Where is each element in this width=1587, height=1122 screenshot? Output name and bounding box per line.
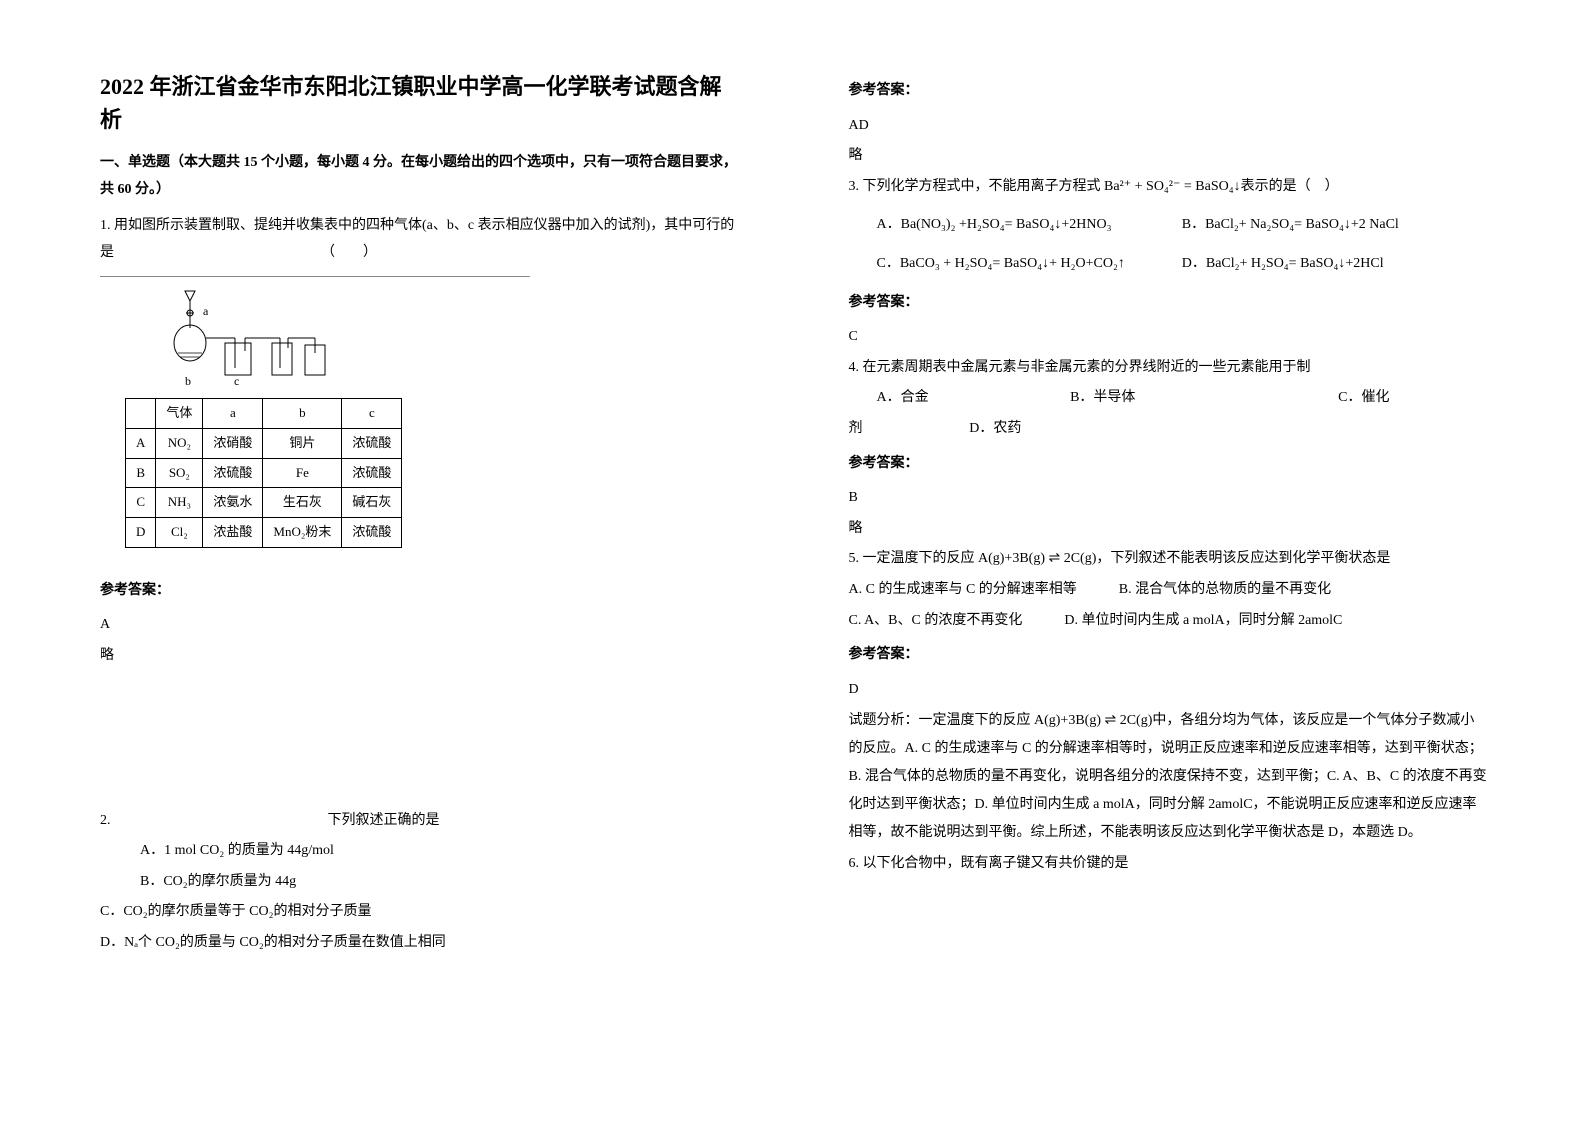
q5-lineAB: A. C 的生成速率与 C 的分解速率相等 B. 混合气体的总物质的量不再变化 bbox=[849, 577, 1488, 604]
q4-optB: B．半导体 bbox=[1070, 385, 1338, 412]
q4-optC: C．催化 bbox=[1338, 385, 1487, 412]
q1-apparatus-diagram: a b c bbox=[100, 276, 530, 547]
svg-text:a: a bbox=[203, 304, 209, 318]
q4-row2: 剂 D．农药 bbox=[849, 416, 1488, 443]
q2-optD: D．Nₐ个 CO₂的质量与 CO₂的相对分子质量在数值上相同 bbox=[100, 930, 739, 957]
r2c3: 生石灰 bbox=[263, 488, 342, 518]
left-column: 2022 年浙江省金华市东阳北江镇职业中学高一化学联考试题含解析 一、单选题（本… bbox=[0, 0, 794, 1122]
q2-num: 2. bbox=[100, 813, 111, 828]
q5-lineCD: C. A、B、C 的浓度不再变化 D. 单位时间内生成 a molA，同时分解 … bbox=[849, 608, 1488, 635]
q3-stem: 3. 下列化学方程式中，不能用离子方程式 Ba²⁺ + SO₄²⁻ = BaSO… bbox=[849, 174, 1488, 201]
r1c3: Fe bbox=[263, 458, 342, 488]
a2-extra: 略 bbox=[849, 143, 1488, 170]
a5-label: 参考答案： bbox=[849, 642, 1488, 669]
a4-extra: 略 bbox=[849, 516, 1488, 543]
a1-extra: 略 bbox=[100, 643, 739, 670]
a1-label: 参考答案： bbox=[100, 578, 739, 605]
q2-optB: B．CO₂的摩尔质量为 44g bbox=[100, 869, 739, 896]
a4-label: 参考答案： bbox=[849, 451, 1488, 478]
a3-label: 参考答案： bbox=[849, 290, 1488, 317]
page: 2022 年浙江省金华市东阳北江镇职业中学高一化学联考试题含解析 一、单选题（本… bbox=[0, 0, 1587, 1122]
r0c1: NO₂ bbox=[156, 429, 203, 459]
q2-stem: 下列叙述正确的是 bbox=[328, 813, 440, 828]
a2-label: 参考答案： bbox=[849, 78, 1488, 105]
r0c0: A bbox=[126, 429, 156, 459]
q4-row1: A．合金 B．半导体 C．催化 bbox=[849, 385, 1488, 412]
svg-text:c: c bbox=[234, 374, 239, 388]
q1-table: 气体 a b c A NO₂ 浓硝酸 铜片 浓硫酸 B SO₂ 浓硫酸 Fe bbox=[125, 398, 402, 547]
r0c2: 浓硝酸 bbox=[203, 429, 263, 459]
th-c: c bbox=[342, 399, 402, 429]
r2c4: 碱石灰 bbox=[342, 488, 402, 518]
a5-expl: 试题分析：一定温度下的反应 A(g)+3B(g) ⇌ 2C(g)中，各组分均为气… bbox=[849, 707, 1488, 847]
th-b: b bbox=[263, 399, 342, 429]
r3c1: Cl₂ bbox=[156, 518, 203, 548]
q4-stem: 4. 在元素周期表中金属元素与非金属元素的分界线附近的一些元素能用于制 bbox=[849, 355, 1488, 382]
a2-value: AD bbox=[849, 113, 1488, 140]
q1-blank: （ ） bbox=[321, 245, 377, 260]
r1c4: 浓硫酸 bbox=[342, 458, 402, 488]
q3-row1: A．Ba(NO₃)₂ +H₂SO₄= BaSO₄↓+2HNO₃ B．BaCl₂+… bbox=[849, 212, 1488, 239]
q2-optA: A．1 mol CO₂ 的质量为 44g/mol bbox=[100, 838, 739, 865]
q3-optB: B．BaCl₂+ Na₂SO₄= BaSO₄↓+2 NaCl bbox=[1182, 212, 1487, 239]
r3c2: 浓盐酸 bbox=[203, 518, 263, 548]
q5-stem: 5. 一定温度下的反应 A(g)+3B(g) ⇌ 2C(g)，下列叙述不能表明该… bbox=[849, 546, 1488, 573]
r3c0: D bbox=[126, 518, 156, 548]
svg-text:b: b bbox=[185, 374, 191, 388]
q3-optA: A．Ba(NO₃)₂ +H₂SO₄= BaSO₄↓+2HNO₃ bbox=[849, 212, 1182, 239]
r3c4: 浓硫酸 bbox=[342, 518, 402, 548]
right-column: 参考答案： AD 略 3. 下列化学方程式中，不能用离子方程式 Ba²⁺ + S… bbox=[794, 0, 1587, 1122]
th-a: a bbox=[203, 399, 263, 429]
r0c4: 浓硫酸 bbox=[342, 429, 402, 459]
q3-optC: C．BaCO₃ + H₂SO₄= BaSO₄↓+ H₂O+CO₂↑ bbox=[849, 251, 1182, 278]
q4-optD: D．农药 bbox=[969, 416, 1487, 443]
exam-title: 2022 年浙江省金华市东阳北江镇职业中学高一化学联考试题含解析 bbox=[100, 70, 739, 136]
q1-stem: 1. 用如图所示装置制取、提纯并收集表中的四种气体(a、b、c 表示相应仪器中加… bbox=[100, 213, 739, 266]
q3-optD: D．BaCl₂+ H₂SO₄= BaSO₄↓+2HCl bbox=[1182, 251, 1487, 278]
q1-stem-text: 1. 用如图所示装置制取、提纯并收集表中的四种气体(a、b、c 表示相应仪器中加… bbox=[100, 218, 734, 260]
q2-line: 2. 下列叙述正确的是 bbox=[100, 808, 739, 835]
q6-stem: 6. 以下化合物中，既有离子键又有共价键的是 bbox=[849, 851, 1488, 878]
r2c0: C bbox=[126, 488, 156, 518]
apparatus-svg: a b c bbox=[100, 283, 360, 398]
r1c2: 浓硫酸 bbox=[203, 458, 263, 488]
a5-value: D bbox=[849, 677, 1488, 704]
section1-heading: 一、单选题（本大题共 15 个小题，每小题 4 分。在每小题给出的四个选项中，只… bbox=[100, 150, 739, 203]
th-gas: 气体 bbox=[156, 399, 203, 429]
q2-optC: C．CO₂的摩尔质量等于 CO₂的相对分子质量 bbox=[100, 899, 739, 926]
q3-row2: C．BaCO₃ + H₂SO₄= BaSO₄↓+ H₂O+CO₂↑ D．BaCl… bbox=[849, 251, 1488, 278]
a1-value: A bbox=[100, 612, 739, 639]
q4-tail: 剂 bbox=[849, 416, 970, 443]
r2c2: 浓氨水 bbox=[203, 488, 263, 518]
r0c3: 铜片 bbox=[263, 429, 342, 459]
a4-value: B bbox=[849, 485, 1488, 512]
r1c0: B bbox=[126, 458, 156, 488]
r1c1: SO₂ bbox=[156, 458, 203, 488]
r2c1: NH₃ bbox=[156, 488, 203, 518]
r3c3: MnO₂粉末 bbox=[263, 518, 342, 548]
th-blank bbox=[126, 399, 156, 429]
q4-optA: A．合金 bbox=[849, 385, 1071, 412]
a3-value: C bbox=[849, 324, 1488, 351]
